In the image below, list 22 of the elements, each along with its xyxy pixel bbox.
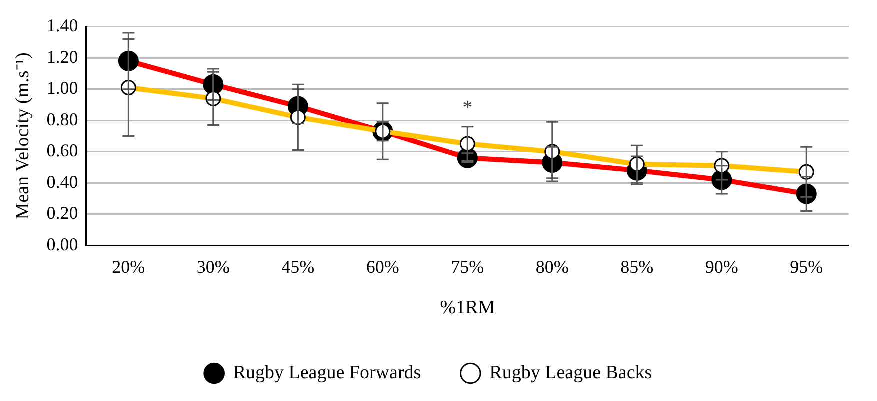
x-tick-label: 30%	[196, 257, 230, 278]
y-tick-label: 0.40	[46, 172, 78, 192]
y-axis-title: Mean Velocity (m.s⁻¹)	[12, 52, 34, 220]
y-tick-label: 0.80	[46, 109, 78, 130]
x-axis-title: %1RM	[440, 298, 496, 319]
annotation: *	[462, 97, 473, 120]
y-tick-label: 0.60	[46, 140, 78, 161]
y-tick-label: 1.40	[46, 16, 78, 36]
x-tick-label: 75%	[451, 257, 484, 278]
legend-label: Rugby League Backs	[490, 362, 652, 384]
y-tick-label: 0.20	[46, 203, 78, 224]
x-tick-label: 45%	[282, 257, 315, 278]
y-tick-label: 1.20	[46, 46, 78, 67]
x-tick-label: 85%	[620, 257, 654, 278]
x-tick-label: 80%	[536, 257, 569, 278]
legend-label: Rugby League Forwards	[233, 362, 422, 384]
y-tick-label: 0.00	[46, 234, 78, 254]
x-tick-label: 95%	[790, 257, 824, 278]
y-tick-label: 1.00	[46, 78, 78, 98]
x-tick-label: 90%	[705, 257, 738, 278]
x-tick-label: 20%	[112, 257, 146, 278]
x-tick-label: 60%	[366, 257, 400, 278]
